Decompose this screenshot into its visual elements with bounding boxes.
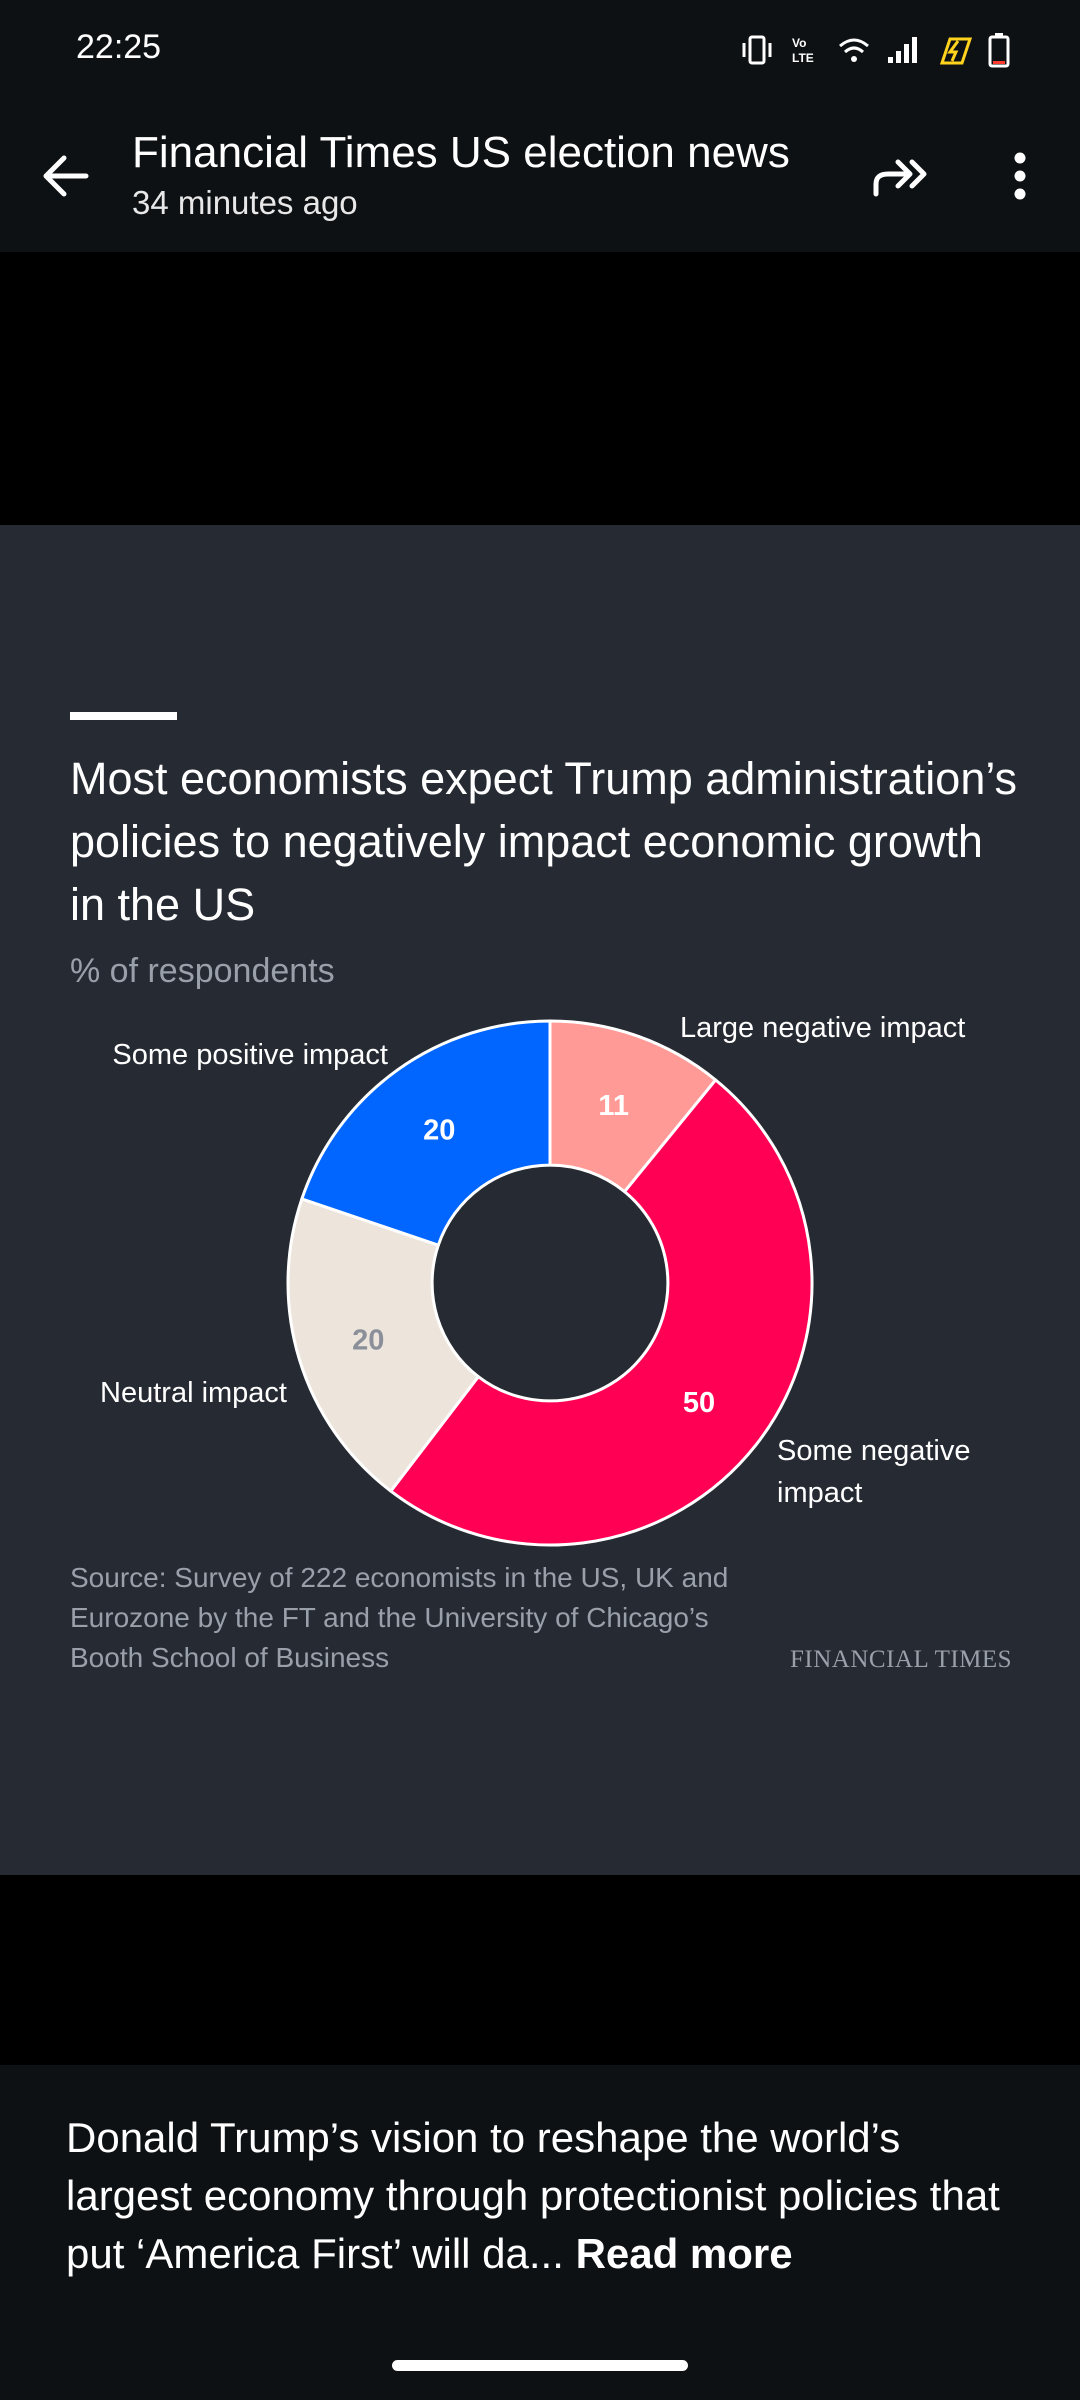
slice-value-neutral-impact: 20 — [352, 1324, 384, 1356]
app-bar: Financial Times US election news 34 minu… — [0, 100, 1080, 252]
svg-text:LTE: LTE — [792, 51, 814, 65]
chart-image[interactable]: Most economists expect Trump administrat… — [0, 525, 1080, 1875]
home-indicator[interactable] — [392, 2360, 688, 2371]
arrow-left-icon — [43, 155, 89, 197]
summary-text: Donald Trump’s vision to reshape the wor… — [66, 2109, 1026, 2283]
media-letterbox-top — [0, 252, 1080, 525]
more-vert-icon — [1014, 152, 1026, 200]
legend-label-large-negative-impact: Large negative impact — [680, 1012, 965, 1044]
wifi-icon — [838, 36, 870, 64]
article-summary: Donald Trump’s vision to reshape the wor… — [0, 2065, 1080, 2400]
chart-title-rule — [70, 712, 177, 720]
slice-neutral-impact — [286, 1197, 480, 1493]
status-icons: Vo LTE — [740, 28, 1010, 72]
slice-some-positive-impact — [300, 1019, 552, 1247]
summary-body: Donald Trump’s vision to reshape the wor… — [66, 2114, 1000, 2277]
volte-icon: Vo LTE — [790, 34, 822, 66]
charging-icon — [936, 35, 972, 65]
slice-value-some-positive-impact: 20 — [423, 1115, 455, 1147]
more-options-button[interactable] — [1000, 140, 1040, 212]
battery-icon — [988, 32, 1010, 68]
svg-text:Vo: Vo — [792, 36, 806, 50]
legend-label-neutral-impact: Neutral impact — [100, 1377, 287, 1409]
vibrate-icon — [740, 35, 774, 65]
share-button[interactable] — [862, 140, 942, 212]
media-letterbox-bottom — [0, 1875, 1080, 2065]
chart-source: Source: Survey of 222 economists in the … — [70, 1562, 729, 1673]
chart-subtitle: % of respondents — [70, 952, 335, 990]
slice-some-negative-impact — [389, 1078, 814, 1547]
signal-icon — [886, 35, 920, 65]
slice-large-negative-impact — [548, 1019, 718, 1194]
legend-label-some-negative-impact: Some negative impact — [777, 1435, 970, 1509]
slice-value-some-negative-impact: 50 — [683, 1387, 715, 1419]
back-button[interactable] — [30, 140, 102, 212]
status-time: 22:25 — [76, 28, 162, 66]
chart-title: Most economists expect Trump administrat… — [70, 753, 1018, 930]
status-bar: 22:25 Vo LTE — [0, 0, 1080, 100]
share-forward-icon — [873, 159, 927, 197]
donut-chart: 11 Large negative impact 50 Some negative im… — [100, 1012, 970, 1547]
page-title: Financial Times US election news — [132, 128, 790, 177]
ft-logo: FINANCIAL TIMES — [790, 1646, 1013, 1673]
page-subtitle-timestamp: 34 minutes ago — [132, 184, 358, 221]
legend-label-some-positive-impact: Some positive impact — [112, 1039, 388, 1071]
read-more-link[interactable]: Read more — [575, 2230, 793, 2277]
slice-value-large-negative-impact: 11 — [598, 1090, 629, 1122]
